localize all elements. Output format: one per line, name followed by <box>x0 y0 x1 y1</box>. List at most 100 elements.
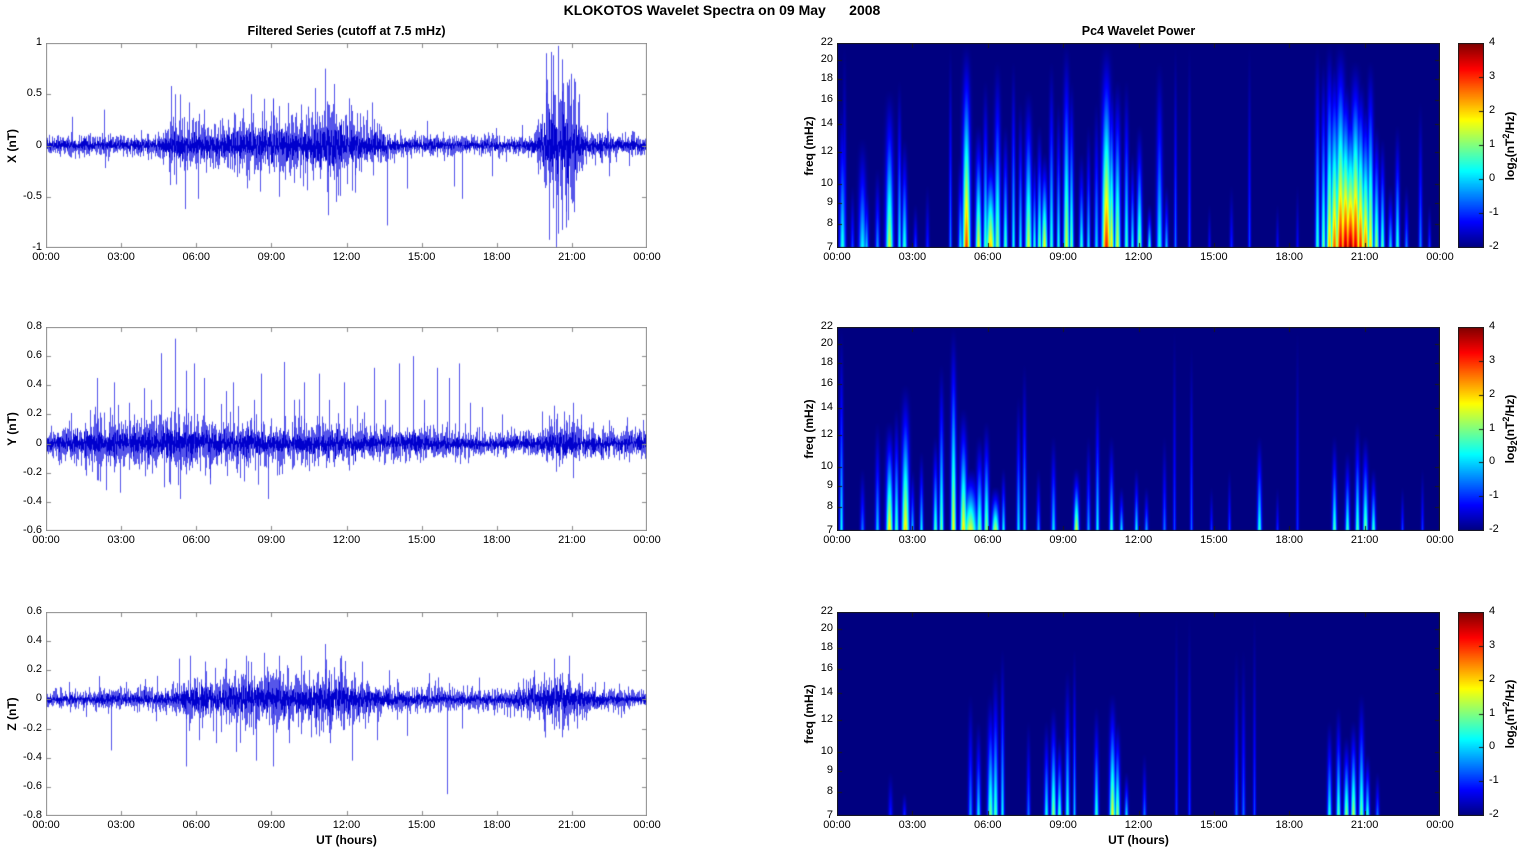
colorbar-tick-label: 4 <box>1489 605 1496 617</box>
freq-tick-label: 14 <box>820 685 833 698</box>
y-tick-label: 0.6 <box>26 349 42 362</box>
freq-tick-label: 9 <box>826 479 833 492</box>
time-tick-label: 12:00 <box>1124 534 1153 546</box>
y-tick-label: -0.2 <box>23 721 42 734</box>
time-tick-label: 06:00 <box>973 819 1002 831</box>
time-tick-label: 15:00 <box>407 251 436 263</box>
y-tick-label: 0 <box>35 436 42 449</box>
x-series-ylabel: X (nT) <box>5 128 19 163</box>
time-tick-label: 00:00 <box>823 819 851 831</box>
colorbar-label-part: /Hz) <box>1502 111 1517 134</box>
freq-tick-label: 8 <box>826 217 833 230</box>
time-tick-label: 00:00 <box>633 534 661 546</box>
freq-tick-label: 8 <box>826 785 833 798</box>
time-tick-label: 03:00 <box>107 534 135 546</box>
x-wavelet-ylabel: freq (mHz) <box>802 115 816 176</box>
x-series-canvas <box>46 43 647 248</box>
x-wavelet-panel <box>837 43 1440 248</box>
time-tick-label: 03:00 <box>898 819 927 831</box>
time-tick-label: 21:00 <box>1350 534 1379 546</box>
freq-tick-label: 8 <box>826 500 833 513</box>
colorbar-label-part: /Hz) <box>1502 679 1517 702</box>
freq-tick-label: 7 <box>826 809 833 821</box>
freq-tick-label: 20 <box>820 621 833 634</box>
time-tick-label: 12:00 <box>332 819 361 831</box>
time-tick-label: 00:00 <box>823 534 851 546</box>
freq-tick-label: 9 <box>826 764 833 777</box>
colorbar-canvas <box>1458 43 1484 248</box>
colorbar-row1 <box>1458 43 1484 248</box>
time-tick-label: 09:00 <box>1049 819 1077 831</box>
freq-tick-label: 16 <box>820 661 833 674</box>
time-tick-label: 06:00 <box>182 534 211 546</box>
time-tick-label: 18:00 <box>1275 251 1304 263</box>
freq-tick-label: 9 <box>826 196 833 208</box>
colorbar-tick-label: -1 <box>1489 774 1499 787</box>
x-series-panel <box>46 43 647 248</box>
time-tick-label: 00:00 <box>1426 534 1454 546</box>
colorbar-tick-label: 2 <box>1489 672 1496 685</box>
y-series-canvas <box>46 327 647 531</box>
z-series-xlabel: UT (hours) <box>316 833 377 847</box>
colorbar-label-part: (nT <box>1502 706 1517 726</box>
time-tick-label: 09:00 <box>257 534 286 546</box>
time-tick-label: 12:00 <box>332 534 361 546</box>
z-wavelet-panel <box>837 612 1440 816</box>
time-tick-label: 18:00 <box>482 819 511 831</box>
z-wavelet-xlabel: UT (hours) <box>1108 833 1169 847</box>
colorbar-label-part: 2 <box>1500 416 1511 422</box>
freq-tick-label: 10 <box>820 745 833 758</box>
freq-tick-label: 20 <box>820 336 833 349</box>
y-tick-label: -0.5 <box>23 189 42 202</box>
time-tick-label: 18:00 <box>482 251 511 263</box>
colorbar-tick-label: 0 <box>1489 740 1496 753</box>
y-tick-label: -0.6 <box>23 779 42 792</box>
time-tick-label: 15:00 <box>1200 819 1228 831</box>
colorbar-tick-label: -2 <box>1489 808 1499 820</box>
colorbar-tick-label: 2 <box>1489 387 1496 400</box>
freq-tick-label: 18 <box>820 355 833 368</box>
colorbar-tick-label: 2 <box>1489 104 1496 116</box>
y-tick-label: 0.8 <box>26 320 42 332</box>
time-tick-label: 09:00 <box>1049 534 1077 546</box>
freq-tick-label: 10 <box>820 177 833 190</box>
freq-tick-label: 18 <box>820 640 833 653</box>
colorbar-tick-label: 3 <box>1489 353 1496 366</box>
colorbar-canvas <box>1458 327 1484 531</box>
y-wavelet-canvas <box>837 327 1440 531</box>
time-tick-label: 15:00 <box>1200 251 1228 263</box>
figure-title: KLOKOTOS Wavelet Spectra on 09 May 2008 <box>563 2 881 18</box>
colorbar-tick-label: 1 <box>1489 421 1496 434</box>
freq-tick-label: 7 <box>826 241 833 253</box>
time-tick-label: 18:00 <box>482 534 511 546</box>
z-wavelet-ylabel: freq (mHz) <box>802 684 816 744</box>
colorbar-label-part: /Hz) <box>1502 394 1517 417</box>
time-tick-label: 03:00 <box>107 251 135 263</box>
y-tick-label: 0.4 <box>26 378 42 391</box>
colorbar-tick-label: -1 <box>1489 489 1499 502</box>
time-tick-label: 21:00 <box>558 251 586 263</box>
colorbar-tick-label: 0 <box>1489 455 1496 468</box>
time-tick-label: 00:00 <box>1426 251 1454 263</box>
colorbar-label-part: 2 <box>1509 725 1520 731</box>
time-tick-label: 03:00 <box>107 819 135 831</box>
time-tick-label: 15:00 <box>1200 534 1228 546</box>
time-tick-label: 21:00 <box>1350 251 1379 263</box>
y-tick-label: -0.4 <box>23 494 42 507</box>
y-tick-label: 0.2 <box>26 407 42 420</box>
time-tick-label: 06:00 <box>973 251 1002 263</box>
time-tick-label: 21:00 <box>1350 819 1379 831</box>
time-tick-label: 18:00 <box>1275 534 1304 546</box>
z-series-canvas <box>46 612 647 816</box>
time-tick-label: 09:00 <box>1049 251 1077 263</box>
time-tick-label: 06:00 <box>973 534 1002 546</box>
freq-tick-label: 14 <box>820 400 833 413</box>
z-series-panel <box>46 612 647 816</box>
y-tick-label: 0 <box>35 138 42 151</box>
colorbar-label: log2(nT2/Hz) <box>1501 111 1519 180</box>
freq-tick-label: 16 <box>820 376 833 389</box>
colorbar-tick-label: 1 <box>1489 138 1496 150</box>
z-series-ylabel: Z (nT) <box>5 697 19 731</box>
time-tick-label: 00:00 <box>1426 819 1454 831</box>
